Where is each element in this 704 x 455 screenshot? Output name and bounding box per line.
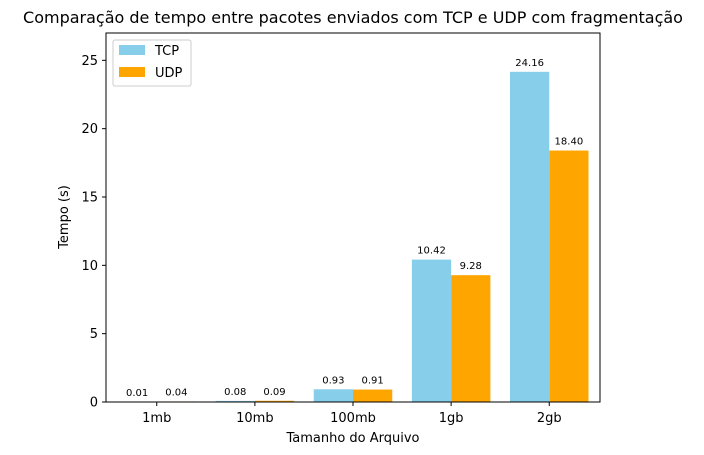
bar-udp-100mb — [353, 389, 393, 402]
x-axis: 1mb 10mb 100mb 1gb 2gb — [142, 402, 562, 426]
x-tick-label: 1mb — [142, 411, 171, 426]
x-tick-label: 10mb — [236, 411, 273, 426]
x-axis-title: Tamanho do Arquivo — [285, 431, 419, 446]
chart-title: Comparação de tempo entre pacotes enviad… — [23, 8, 683, 27]
data-label-udp-10mb: 0.09 — [263, 387, 285, 398]
x-tick-label: 1gb — [439, 411, 464, 426]
data-label-udp-2gb: 18.40 — [555, 137, 584, 148]
bar-tcp-1gb — [411, 259, 452, 402]
y-tick-label: 25 — [81, 54, 98, 69]
y-tick-label: 10 — [81, 259, 98, 274]
x-tick-label: 100mb — [330, 411, 376, 426]
bars — [117, 71, 589, 403]
data-label-udp-100mb: 0.91 — [361, 376, 383, 387]
y-tick-label: 5 — [90, 327, 98, 342]
data-label-tcp-1gb: 10.42 — [417, 246, 446, 257]
y-tick-label: 15 — [81, 191, 98, 206]
bar-tcp-10mb — [215, 400, 255, 402]
legend: TCP UDP — [112, 39, 192, 87]
y-tick-label: 0 — [90, 396, 98, 411]
data-label-tcp-1mb: 0.01 — [126, 388, 148, 399]
data-label-tcp-2gb: 24.16 — [515, 58, 544, 69]
data-label-tcp-100mb: 0.93 — [322, 375, 344, 386]
bar-tcp-2gb — [510, 71, 550, 403]
data-label-udp-1mb: 0.04 — [165, 387, 187, 398]
y-axis-title: Tempo (s) — [57, 185, 72, 250]
y-tick-label: 20 — [81, 122, 98, 137]
legend-swatch-udp — [119, 67, 145, 77]
data-label-udp-1gb: 9.28 — [460, 261, 482, 272]
bar-udp-10mb — [254, 400, 295, 402]
bar-udp-2gb — [549, 150, 589, 402]
legend-label-tcp: TCP — [154, 44, 179, 59]
legend-swatch-tcp — [119, 45, 145, 55]
x-tick-label: 2gb — [537, 411, 562, 426]
bar-udp-1gb — [451, 275, 491, 402]
y-axis: 0 5 10 15 20 25 — [81, 54, 106, 411]
legend-label-udp: UDP — [155, 66, 183, 81]
data-labels: 0.01 0.08 0.93 10.42 24.16 0.04 0.09 0.91 9.28 18… — [126, 58, 583, 399]
bar-tcp-100mb — [313, 389, 353, 402]
data-label-tcp-10mb: 0.08 — [224, 387, 246, 398]
